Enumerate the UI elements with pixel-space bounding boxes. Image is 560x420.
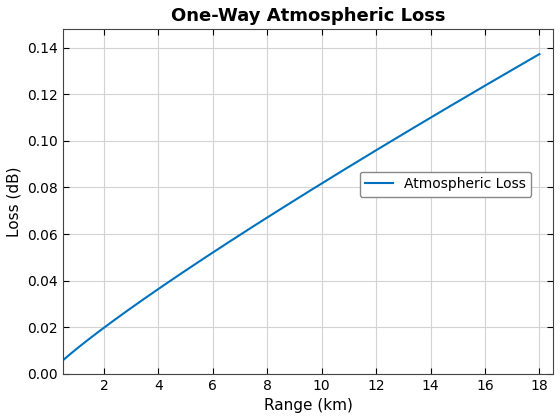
Atmospheric Loss bbox=[60, 357, 67, 362]
Legend: Atmospheric Loss: Atmospheric Loss bbox=[360, 172, 531, 197]
Atmospheric Loss bbox=[536, 52, 543, 57]
Atmospheric Loss bbox=[525, 58, 531, 63]
X-axis label: Range (km): Range (km) bbox=[264, 398, 353, 413]
Title: One-Way Atmospheric Loss: One-Way Atmospheric Loss bbox=[171, 7, 445, 25]
Y-axis label: Loss (dB): Loss (dB) bbox=[7, 166, 22, 237]
Line: Atmospheric Loss: Atmospheric Loss bbox=[63, 54, 539, 360]
Atmospheric Loss bbox=[343, 165, 350, 171]
Atmospheric Loss bbox=[289, 199, 296, 204]
Atmospheric Loss bbox=[286, 201, 293, 206]
Atmospheric Loss bbox=[318, 181, 324, 186]
Atmospheric Loss bbox=[450, 102, 457, 107]
